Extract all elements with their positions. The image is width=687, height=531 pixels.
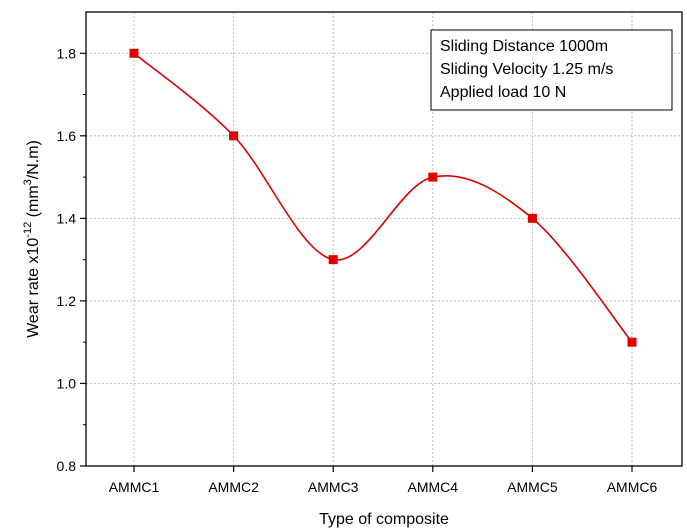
x-tick-label: AMMC6 (607, 479, 658, 495)
x-tick-label: AMMC5 (507, 479, 558, 495)
annotation-box: Sliding Distance 1000m Sliding Velocity … (430, 29, 673, 111)
y-tick-label: 1.4 (57, 210, 77, 226)
y-tick-label: 1.0 (57, 375, 77, 391)
data-points (129, 48, 637, 347)
x-tick-label: AMMC4 (408, 479, 459, 495)
annotation-line-sliding-distance: Sliding Distance 1000m (440, 38, 608, 55)
data-point-ammc6 (627, 337, 637, 347)
x-axis-ticks: AMMC1 AMMC2 AMMC3 AMMC4 AMMC5 AMMC6 (109, 466, 658, 495)
y-tick-label: 1.2 (57, 293, 77, 309)
y-axis-title-prefix: Wear rate x10 (25, 238, 42, 338)
x-tick-label: AMMC2 (208, 479, 259, 495)
data-point-ammc5 (527, 213, 537, 223)
data-point-ammc2 (229, 131, 239, 141)
y-axis-title-unit-close: /N.m) (25, 140, 42, 179)
series-line (133, 52, 633, 343)
annotation-line-applied-load: Applied load 10 N (440, 84, 566, 101)
data-point-ammc4 (428, 172, 438, 182)
data-point-ammc1 (129, 48, 139, 58)
annotation-line-sliding-velocity: Sliding Velocity 1.25 m/s (440, 61, 613, 78)
x-tick-label: AMMC1 (109, 479, 160, 495)
x-tick-label: AMMC3 (308, 479, 359, 495)
y-axis-title-unit-open: (mm (25, 185, 42, 221)
annotation-frame (430, 29, 673, 111)
x-axis-title: Type of composite (319, 511, 449, 528)
data-point-ammc3 (328, 255, 338, 265)
y-axis-title-unit-exponent: 3 (22, 179, 34, 185)
y-tick-label: 1.6 (57, 128, 77, 144)
y-tick-label: 1.8 (57, 45, 77, 61)
plot-frame (85, 11, 683, 467)
y-axis-ticks: 0.8 1.0 1.2 1.4 1.6 1.8 (57, 45, 86, 474)
y-axis-title-exponent: -12 (22, 222, 34, 238)
y-axis-title: Wear rate x10-12 (mm3/N.m) (22, 140, 42, 338)
y-tick-label: 0.8 (57, 458, 77, 474)
